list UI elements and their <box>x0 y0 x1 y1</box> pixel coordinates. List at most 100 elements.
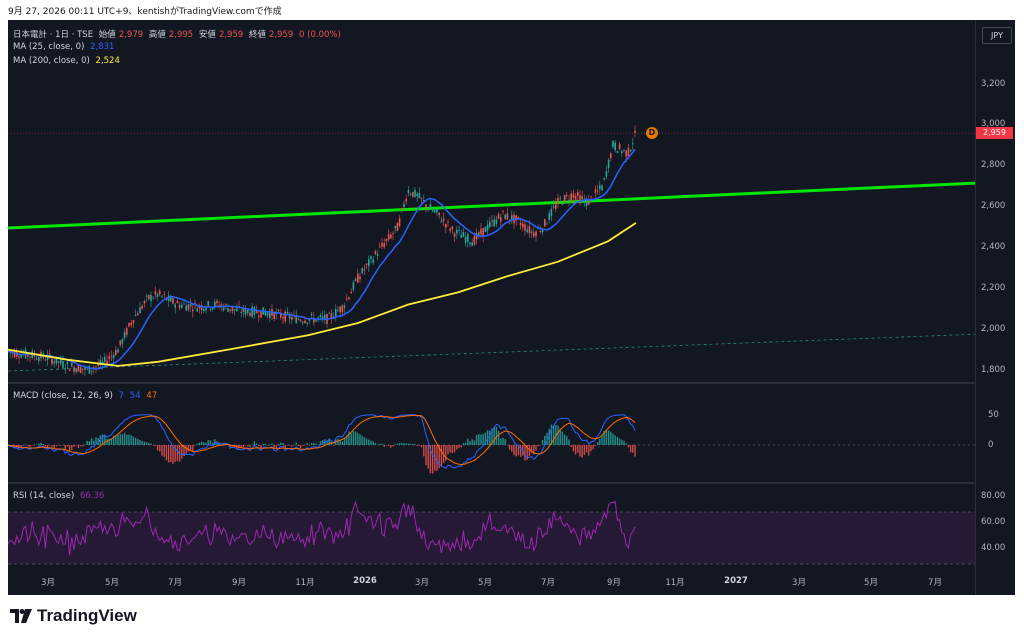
candle-body <box>601 185 603 191</box>
macd-histogram-bar <box>71 445 73 450</box>
candle-body <box>396 222 399 232</box>
pane-divider-macd[interactable] <box>8 382 1015 384</box>
chart-canvas[interactable] <box>8 20 1015 595</box>
low-value: 2,959 <box>218 30 244 40</box>
candle-body <box>27 354 29 357</box>
candle-body <box>429 204 432 209</box>
macd-histogram-bar <box>495 426 498 445</box>
candle-body <box>79 367 82 373</box>
candle-body <box>420 197 423 199</box>
macd-histogram-bar <box>328 438 330 445</box>
macd-histogram-bar <box>119 433 121 445</box>
macd-histogram-bar <box>187 445 190 452</box>
brand-name: TradingView <box>37 606 137 625</box>
macd-histogram-bar <box>260 445 262 448</box>
high-label: 高値 <box>148 30 166 40</box>
candle-body <box>539 230 542 232</box>
candle-body <box>530 231 533 233</box>
candle-body <box>295 315 297 324</box>
candle-body <box>150 294 152 302</box>
macd-histogram-bar <box>381 443 383 445</box>
currency-button[interactable]: JPY <box>982 27 1012 44</box>
macd-histogram-bar <box>491 428 493 445</box>
candle-body <box>269 312 271 318</box>
macd-histogram-bar <box>286 445 289 446</box>
macd-histogram-bar <box>209 440 212 445</box>
candle-body <box>282 317 284 319</box>
macd-histogram-bar <box>552 424 555 445</box>
macd-histogram-bar <box>462 443 465 445</box>
ma200-legend[interactable]: MA (200, close, 0) 2,524 <box>13 56 123 66</box>
macd-histogram-bar <box>95 437 97 445</box>
candle-body <box>431 209 434 212</box>
dividend-marker[interactable]: D <box>646 127 658 139</box>
candle-body <box>612 141 614 148</box>
footer-logo[interactable]: TradingView <box>10 606 137 626</box>
candle-body <box>141 306 143 309</box>
candle-body <box>563 195 566 203</box>
candle-body <box>574 195 577 200</box>
price-tick: 2,600 <box>981 201 1006 211</box>
macd-histogram-bar <box>412 444 414 445</box>
macd-histogram-bar <box>315 443 317 445</box>
macd-histogram-bar <box>203 442 205 445</box>
candle-body <box>548 213 550 221</box>
macd-histogram-bar <box>262 443 264 445</box>
last-price-tag: 2,959 <box>976 127 1013 139</box>
candle-body <box>134 314 137 316</box>
candle-body <box>255 310 258 314</box>
macd-histogram-bar <box>66 445 69 447</box>
ma25-legend[interactable]: MA (25, close, 0) 2,831 <box>13 42 117 52</box>
macd-label: MACD (close, 12, 26, 9) <box>13 391 113 401</box>
macd-histogram-bar <box>128 434 130 445</box>
candle-body <box>152 297 154 299</box>
candle-body <box>572 193 575 198</box>
pane-divider-rsi[interactable] <box>8 482 1015 484</box>
macd-histogram-bar <box>418 445 421 446</box>
macd-histogram-bar <box>610 431 612 445</box>
macd-histogram-bar <box>634 445 636 457</box>
macd-histogram-bar <box>280 442 282 445</box>
macd-histogram-bar <box>537 445 539 447</box>
rsi-legend[interactable]: RSI (14, close) 66.36 <box>13 491 107 501</box>
candle-body <box>313 317 315 323</box>
candle-body <box>161 295 163 297</box>
candle-body <box>130 322 132 326</box>
macd-histogram-bar <box>159 445 161 452</box>
macd-histogram-bar <box>467 438 469 445</box>
price-axis[interactable] <box>975 20 1015 595</box>
candle-body <box>148 295 150 300</box>
candle-body <box>181 304 183 308</box>
macd-histogram-bar <box>130 435 132 445</box>
candle-body <box>559 198 561 200</box>
candle-body <box>104 357 106 362</box>
macd-histogram-bar <box>132 436 135 445</box>
macd-histogram-bar <box>473 440 476 445</box>
chart-area[interactable]: JPY 日本電計 · 1日 · TSE 始値 2,979 高値 2,995 安値 2,… <box>8 20 1015 595</box>
candle-body <box>84 366 86 370</box>
candle-body <box>330 313 333 319</box>
candle-body <box>577 192 579 196</box>
candle-body <box>605 171 608 177</box>
candle-body <box>68 369 71 371</box>
candle-body <box>233 309 236 311</box>
macd-histogram-bar <box>390 445 392 448</box>
candle-body <box>123 331 126 339</box>
candle-body <box>497 214 500 219</box>
macd-histogram-bar <box>557 425 559 445</box>
candle-body <box>18 356 20 358</box>
candle-body <box>339 306 341 313</box>
price-tick: 3,200 <box>981 79 1006 89</box>
macd-histogram-bar <box>579 445 581 457</box>
macd-histogram-bar <box>123 432 126 445</box>
macd-histogram-bar <box>35 444 38 445</box>
macd-legend[interactable]: MACD (close, 12, 26, 9) 7 54 47 <box>13 391 160 401</box>
candle-body <box>291 317 293 320</box>
macd-histogram-bar <box>392 445 394 447</box>
candle-body <box>260 310 262 318</box>
macd-histogram-bar <box>106 438 108 445</box>
candle-body <box>115 350 117 356</box>
rsi-line <box>8 500 636 556</box>
macd-histogram-bar <box>29 445 31 447</box>
macd-histogram-bar <box>196 443 198 445</box>
